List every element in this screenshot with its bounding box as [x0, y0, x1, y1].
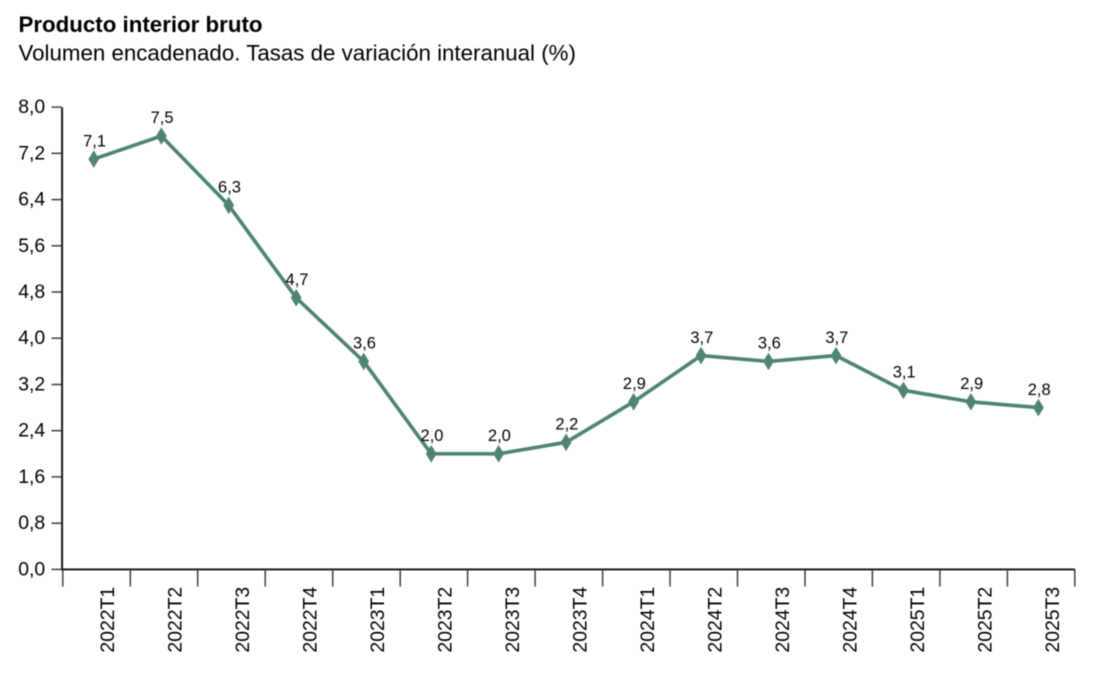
- svg-text:3,7: 3,7: [690, 329, 713, 347]
- svg-text:2024T2: 2024T2: [704, 587, 726, 653]
- svg-text:4,8: 4,8: [18, 281, 45, 303]
- svg-text:2,9: 2,9: [960, 375, 983, 393]
- svg-text:6,3: 6,3: [218, 179, 241, 197]
- svg-text:2022T4: 2022T4: [300, 587, 322, 653]
- svg-text:2023T1: 2023T1: [367, 587, 389, 653]
- svg-text:0,0: 0,0: [18, 558, 45, 580]
- svg-text:6,4: 6,4: [18, 189, 45, 211]
- svg-text:2024T1: 2024T1: [637, 587, 659, 653]
- svg-text:3,6: 3,6: [353, 335, 376, 353]
- svg-text:2025T3: 2025T3: [1042, 587, 1064, 653]
- svg-text:7,5: 7,5: [151, 109, 174, 127]
- svg-text:4,0: 4,0: [18, 327, 45, 349]
- svg-text:2,4: 2,4: [18, 420, 45, 442]
- svg-text:2023T4: 2023T4: [570, 587, 592, 653]
- svg-text:Volumen encadenado. Tasas de v: Volumen encadenado. Tasas de variación i…: [19, 41, 576, 66]
- svg-text:2022T3: 2022T3: [232, 587, 254, 653]
- svg-text:2024T3: 2024T3: [772, 587, 794, 653]
- svg-text:7,2: 7,2: [18, 142, 45, 164]
- svg-text:2025T1: 2025T1: [907, 587, 929, 653]
- svg-text:8,0: 8,0: [18, 96, 45, 118]
- svg-text:2,0: 2,0: [421, 427, 444, 445]
- svg-text:2024T4: 2024T4: [839, 587, 861, 653]
- svg-text:2025T2: 2025T2: [974, 587, 996, 653]
- svg-text:4,7: 4,7: [286, 271, 309, 289]
- svg-text:3,6: 3,6: [758, 335, 781, 353]
- svg-text:3,2: 3,2: [18, 374, 45, 396]
- svg-text:0,8: 0,8: [18, 512, 45, 534]
- svg-text:2022T2: 2022T2: [165, 587, 187, 653]
- svg-text:Producto interior bruto: Producto interior bruto: [19, 12, 263, 37]
- svg-text:2022T1: 2022T1: [97, 587, 119, 653]
- svg-text:3,7: 3,7: [825, 329, 848, 347]
- svg-text:2023T2: 2023T2: [435, 587, 457, 653]
- svg-text:2,8: 2,8: [1028, 381, 1051, 399]
- svg-text:1,6: 1,6: [18, 466, 45, 488]
- svg-text:2,9: 2,9: [623, 375, 646, 393]
- svg-text:2,2: 2,2: [555, 416, 578, 434]
- svg-text:5,6: 5,6: [18, 235, 45, 257]
- svg-text:2023T3: 2023T3: [502, 587, 524, 653]
- svg-text:7,1: 7,1: [83, 132, 106, 150]
- svg-text:3,1: 3,1: [893, 364, 916, 382]
- svg-text:2,0: 2,0: [488, 427, 511, 445]
